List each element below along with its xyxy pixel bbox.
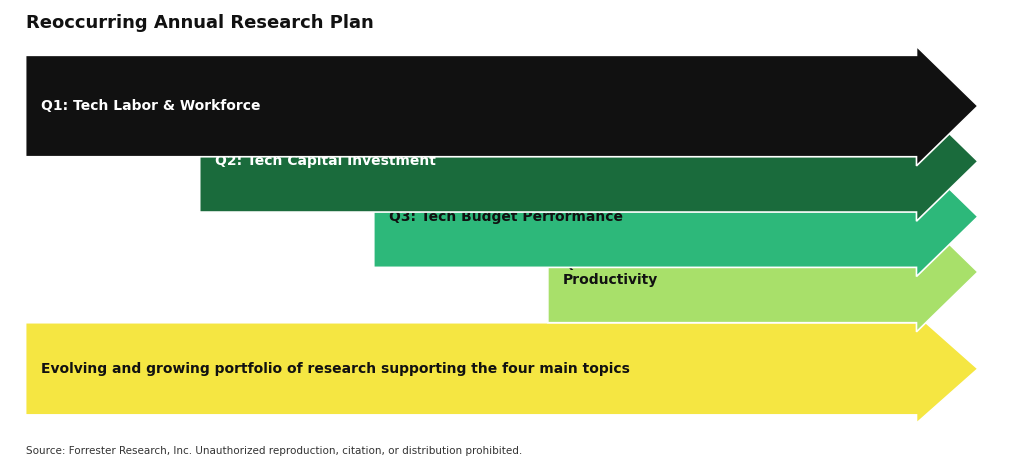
Text: Q2: Tech Capital Investment: Q2: Tech Capital Investment [215, 154, 436, 168]
Polygon shape [26, 314, 978, 423]
Text: Reoccurring Annual Research Plan: Reoccurring Annual Research Plan [26, 14, 374, 32]
Polygon shape [200, 101, 978, 221]
Polygon shape [26, 46, 978, 166]
Polygon shape [374, 157, 978, 277]
Text: Evolving and growing portfolio of research supporting the four main topics: Evolving and growing portfolio of resear… [41, 362, 630, 376]
Text: Q3: Tech Budget Performance: Q3: Tech Budget Performance [389, 210, 624, 224]
Text: Q4: Tech Market
Productivity: Q4: Tech Market Productivity [563, 257, 690, 287]
Text: Source: Forrester Research, Inc. Unauthorized reproduction, citation, or distrib: Source: Forrester Research, Inc. Unautho… [26, 446, 522, 456]
Polygon shape [548, 212, 978, 332]
Text: Q1: Tech Labor & Workforce: Q1: Tech Labor & Workforce [41, 99, 260, 113]
